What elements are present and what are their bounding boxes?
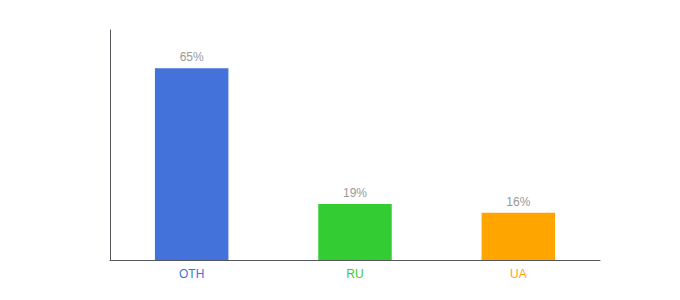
svg-text:19%: 19%	[343, 186, 367, 200]
svg-text:RU: RU	[346, 267, 363, 281]
svg-text:UA: UA	[510, 267, 527, 281]
svg-text:16%: 16%	[506, 195, 530, 209]
svg-text:65%: 65%	[180, 50, 204, 64]
svg-text:OTH: OTH	[179, 267, 204, 281]
